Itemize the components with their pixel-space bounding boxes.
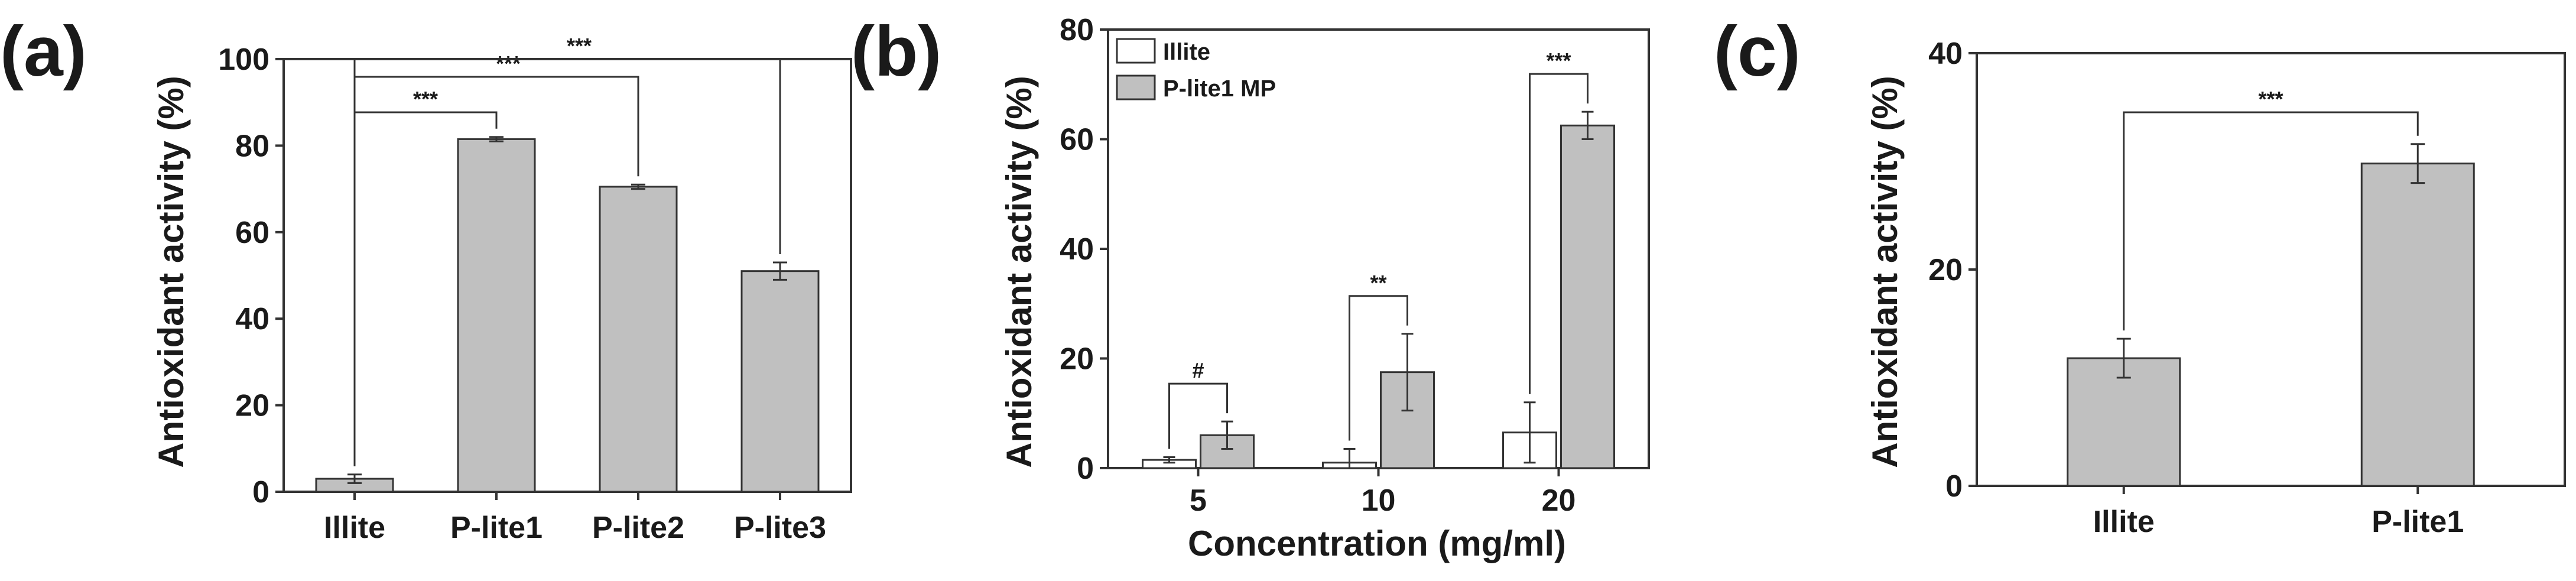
x-tick-label: P-lite1 <box>2372 505 2464 539</box>
y-tick-label: 80 <box>1060 13 1094 47</box>
y-tick-label: 40 <box>1060 232 1094 267</box>
y-tick-label: 0 <box>1945 469 1963 504</box>
y-tick-label: 100 <box>218 43 269 77</box>
panel-b-legend: Illite P-lite1 MP <box>1116 38 1276 102</box>
y-tick-label: 60 <box>1060 123 1094 157</box>
legend-label-plite1-mp: P-lite1 MP <box>1163 76 1276 102</box>
significance-label: *** <box>567 34 592 58</box>
significance-bracket <box>1168 382 1228 449</box>
legend-swatch-plite1-mp <box>1116 74 1156 100</box>
y-tick-label: 40 <box>1928 37 1963 71</box>
significance-bracket <box>1529 73 1589 394</box>
panel-b-ylabel: Antioxidant activity (%) <box>999 76 1039 468</box>
bar <box>740 270 820 493</box>
significance-label: ** <box>1370 271 1386 295</box>
y-tick-label: 60 <box>235 216 269 250</box>
panel-c-plot: 0 20 40 Illite P-lite1 *** <box>1928 37 2566 539</box>
significance-bracket <box>1349 295 1408 441</box>
significance-label: *** <box>496 51 521 76</box>
y-tick-label: 20 <box>1060 342 1094 376</box>
bar <box>1560 124 1615 469</box>
significance-bracket <box>353 58 781 466</box>
bar <box>599 186 678 493</box>
x-tick-label: 5 <box>1190 483 1207 518</box>
legend-label-illite: Illite <box>1163 39 1210 65</box>
panel-a-ylabel: Antioxidant activity (%) <box>151 76 191 468</box>
bar <box>457 138 536 493</box>
significance-label: # <box>1192 358 1204 382</box>
y-tick-label: 80 <box>235 129 269 163</box>
panel-c: (c) Antioxidant activity (%) 0 20 40 Illite… <box>1714 12 2566 539</box>
x-tick-label: Illite <box>2093 505 2155 539</box>
y-tick-label: 20 <box>1928 253 1963 287</box>
y-tick-label: 20 <box>235 389 269 423</box>
x-tick-label: P-lite2 <box>592 511 684 545</box>
significance-label: *** <box>2258 87 2283 111</box>
y-tick-label: 0 <box>1077 452 1094 486</box>
significance-label: *** <box>1546 48 1571 73</box>
panel-a-label: (a) <box>0 12 87 91</box>
panel-b-plot: 0 20 40 60 80 5 #10 ** 20 *** <box>1060 13 1650 518</box>
panel-b-xlabel: Concentration (mg/ml) <box>1188 524 1566 563</box>
panel-b: (b) Antioxidant activity (%) Concentrati… <box>851 12 1650 563</box>
x-tick-label: Illite <box>324 511 385 545</box>
plot-frame <box>1976 52 2566 487</box>
y-tick-label: 0 <box>252 475 269 509</box>
panel-a: (a) Antioxidant activity (%) 0 20 40 60 80 10… <box>0 12 852 545</box>
panel-a-plot: 0 20 40 60 80 100 Illite P-lite1 P-lite2 P-lite3 *… <box>218 34 852 545</box>
y-tick-label: 40 <box>235 302 269 336</box>
significance-bracket <box>2123 111 2419 331</box>
panel-b-label: (b) <box>851 12 941 91</box>
x-tick-label: 10 <box>1362 483 1396 518</box>
bar <box>2360 163 2475 487</box>
x-tick-label: P-lite3 <box>734 511 826 545</box>
x-tick-label: P-lite1 <box>450 511 543 545</box>
legend-swatch-illite <box>1116 38 1156 64</box>
panel-c-label: (c) <box>1714 12 1801 91</box>
significance-label: *** <box>413 87 438 111</box>
panel-c-ylabel: Antioxidant activity (%) <box>1865 76 1905 468</box>
x-tick-label: 20 <box>1542 483 1576 518</box>
